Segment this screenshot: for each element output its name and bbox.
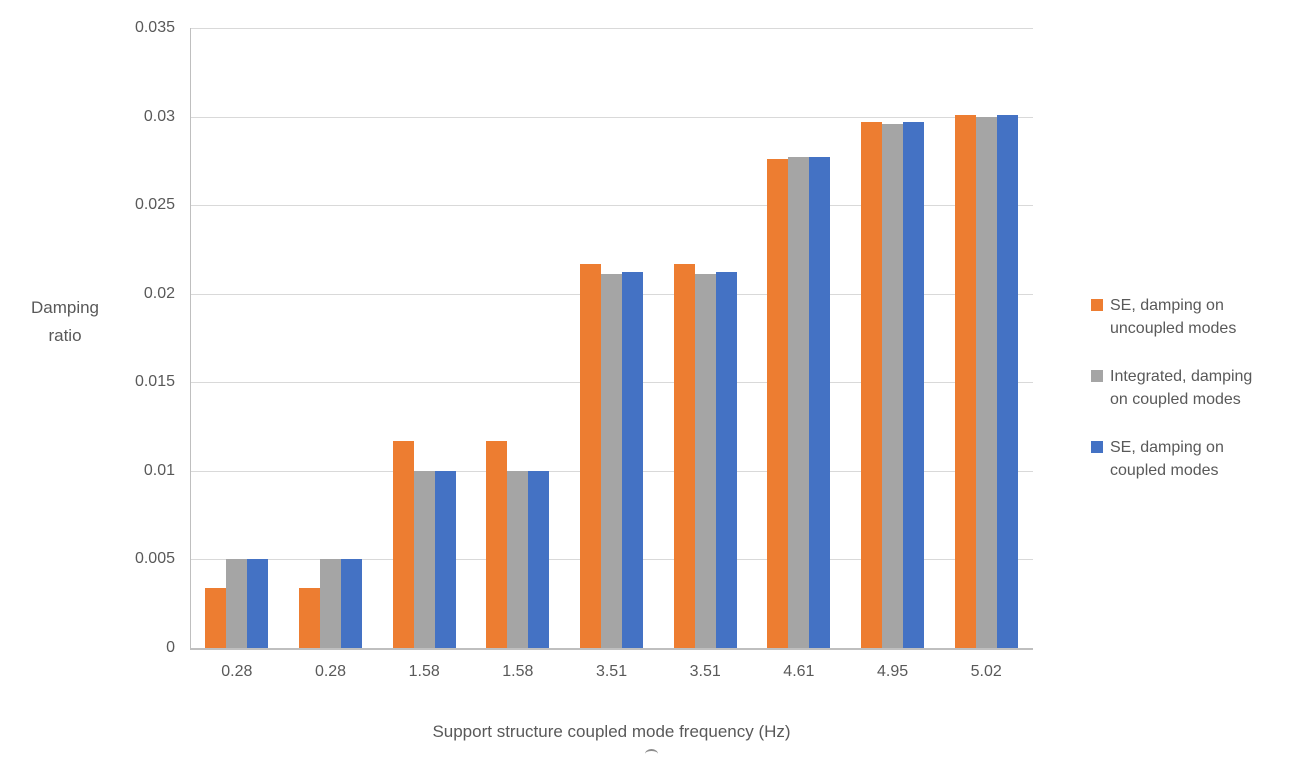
bar xyxy=(205,587,227,648)
bar-group-5.02 xyxy=(939,28,1033,648)
bar xyxy=(809,157,831,648)
bar xyxy=(341,559,362,648)
x-category-label: 0.28 xyxy=(314,663,347,680)
x-axis-line xyxy=(190,648,1033,650)
bar xyxy=(788,157,810,648)
y-tick-label: 0.03 xyxy=(143,107,175,125)
bar xyxy=(996,114,1018,648)
bar xyxy=(903,121,925,648)
x-axis-category-labels: 0.28 0.28 1.58 1.58 3.51 3.51 4.61 4.95 5.02 xyxy=(190,663,1033,681)
y-tick-label: 0.01 xyxy=(143,461,175,479)
bar xyxy=(673,263,695,648)
x-axis-title: Support structure coupled mode frequency… xyxy=(432,722,791,741)
bar xyxy=(861,121,883,648)
bar xyxy=(528,470,550,648)
cropped-edge-glyph xyxy=(645,749,658,759)
bar xyxy=(601,274,623,648)
bar xyxy=(975,116,997,648)
bar xyxy=(226,559,248,648)
legend-swatch-icon xyxy=(1091,370,1103,382)
legend-label-line: on coupled modes xyxy=(1110,391,1241,408)
bar xyxy=(622,272,644,648)
bar xyxy=(954,114,976,648)
y-tick-label: 0.005 xyxy=(134,550,175,568)
bar-group-3.51 xyxy=(565,28,659,648)
bar xyxy=(434,470,456,648)
gridline xyxy=(190,116,1033,118)
legend-entry: SE, damping on uncoupled modes xyxy=(1091,294,1291,340)
legend-label-line: SE, damping on xyxy=(1110,297,1224,314)
legend-swatch-icon xyxy=(1091,299,1103,311)
y-tick-label: 0.02 xyxy=(143,284,175,302)
bar xyxy=(320,559,341,648)
legend-label: SE, damping on uncoupled modes xyxy=(1110,294,1236,340)
bar xyxy=(694,274,716,648)
legend-entry: Integrated, damping on coupled modes xyxy=(1091,365,1291,411)
x-category-label: 3.51 xyxy=(595,663,628,680)
bar xyxy=(247,559,269,648)
bar-group-1.58 xyxy=(377,28,471,648)
gridline xyxy=(190,205,1033,207)
gridline xyxy=(190,28,1033,29)
legend-label-line: SE, damping on xyxy=(1110,439,1224,456)
plot-area xyxy=(190,28,1033,650)
bar xyxy=(486,440,508,648)
bar xyxy=(882,123,904,648)
x-category-label: 4.61 xyxy=(783,663,815,680)
y-axis-title-line: Damping xyxy=(30,298,100,317)
bar-group-3.51 xyxy=(658,28,752,648)
bar xyxy=(580,263,602,648)
x-category-label: 1.58 xyxy=(502,663,534,680)
x-category-label: 1.58 xyxy=(408,663,440,680)
bar-group-1.58 xyxy=(471,28,565,648)
y-tick-label: 0 xyxy=(166,639,175,656)
y-axis-title: Damping ratio xyxy=(12,294,118,350)
legend-label: SE, damping on coupled modes xyxy=(1110,436,1224,482)
bar-group-0.28 xyxy=(190,28,284,648)
legend-swatch-icon xyxy=(1091,441,1103,453)
bar-group-4.95 xyxy=(846,28,940,648)
legend-label-line: Integrated, damping xyxy=(1110,368,1253,385)
bar xyxy=(413,470,435,648)
bar xyxy=(715,272,737,648)
bar xyxy=(299,587,320,648)
legend-label-line: coupled modes xyxy=(1110,462,1219,479)
y-tick-label: 0.035 xyxy=(134,19,175,36)
x-category-label: 4.95 xyxy=(876,663,909,680)
bar xyxy=(507,470,529,648)
y-axis-title-line: ratio xyxy=(48,326,82,345)
legend-label: Integrated, damping on coupled modes xyxy=(1110,365,1252,411)
legend-label-line: uncoupled modes xyxy=(1110,320,1237,337)
y-tick-label: 0.015 xyxy=(134,373,175,391)
x-category-label: 3.51 xyxy=(689,663,721,680)
y-axis-line xyxy=(190,28,191,648)
bar-series-container xyxy=(190,28,1033,648)
bar-group-0.28 xyxy=(284,28,378,648)
x-category-label: 5.02 xyxy=(970,663,1002,680)
y-tick-label: 0.025 xyxy=(134,196,175,214)
bar xyxy=(767,159,789,648)
x-category-label: 0.28 xyxy=(221,663,253,680)
legend-entry: SE, damping on coupled modes xyxy=(1091,436,1291,482)
bar-group-4.61 xyxy=(752,28,846,648)
bar xyxy=(392,440,414,648)
chart-legend: SE, damping on uncoupled modes Integrated,… xyxy=(1091,294,1291,482)
